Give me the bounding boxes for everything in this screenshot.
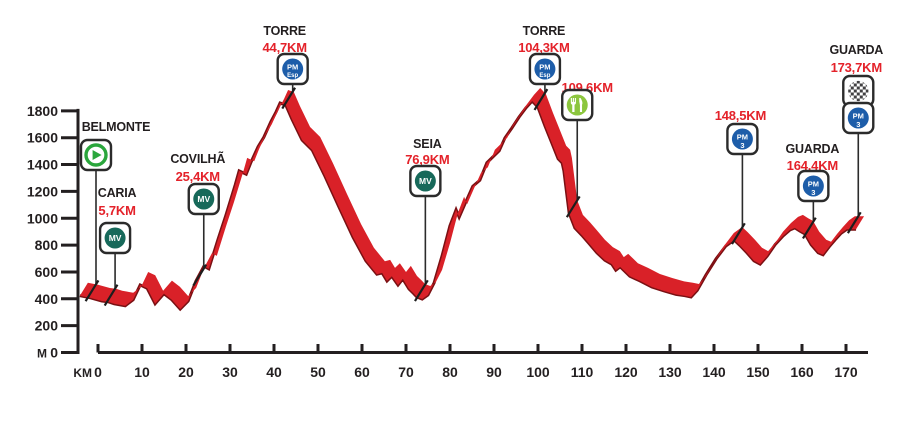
marker-km-label: 104,3KM xyxy=(518,40,569,55)
finish-icon xyxy=(842,74,875,108)
marker-road-tick xyxy=(192,264,208,287)
marker-name-label: TORRE xyxy=(263,24,306,38)
pm3-icon: PM3 xyxy=(842,101,875,135)
cat3-icon-text: 3 xyxy=(811,188,815,197)
marker-road-tick xyxy=(802,217,817,240)
marker-name-label: COVILHÃ xyxy=(170,151,225,166)
x-tick-label: 60 xyxy=(354,364,370,380)
marker-road-tick xyxy=(103,284,119,307)
mv-icon-text: MV xyxy=(419,176,432,186)
y-tick-label: 400 xyxy=(35,291,59,307)
marker-km-label: 25,4KM xyxy=(176,169,220,184)
marker-km-label: 44,7KM xyxy=(263,40,307,55)
feed-icon xyxy=(561,88,594,122)
x-tick-label: 20 xyxy=(178,364,194,380)
x-tick-label: 80 xyxy=(442,364,458,380)
marker-feed-zone: 109,6KM xyxy=(561,80,613,218)
y-tick-label: 200 xyxy=(35,318,59,334)
marker-name-label: CARIA xyxy=(98,186,137,200)
x-tick-label: 170 xyxy=(834,364,858,380)
y-tick-label: 1200 xyxy=(27,183,58,199)
x-tick-label: 110 xyxy=(571,364,594,380)
pm3-icon: PM3 xyxy=(797,169,830,203)
pm-icon-text: PM xyxy=(539,63,550,72)
x-tick-label: 120 xyxy=(614,364,638,380)
y-tick-label: 1800 xyxy=(27,103,58,119)
marker-km-label: 5,7KM xyxy=(98,203,135,218)
x-tick-label: 90 xyxy=(486,364,502,380)
marker-km-label: 173,7KM xyxy=(831,60,882,75)
marker-name-label: SEIA xyxy=(413,137,442,151)
marker-km-label: 164,4KM xyxy=(787,158,838,173)
marker-name-label: GUARDA xyxy=(829,43,883,57)
y-tick-label: 1000 xyxy=(27,210,58,226)
marker-road-tick xyxy=(565,195,581,218)
x-axis-unit-label: KM xyxy=(73,366,92,380)
marker-name-label: TORRE xyxy=(523,24,566,38)
esp-icon-text: Esp xyxy=(539,73,550,79)
x-tick-label: 160 xyxy=(790,364,814,380)
mv-icon: MV xyxy=(98,221,132,255)
marker-name-label: GUARDA xyxy=(786,142,840,156)
marker-name-label: BELMONTE xyxy=(82,120,151,134)
pm3-icon: PM3 xyxy=(726,122,759,156)
marker-km-label: 76,9KM xyxy=(405,152,449,167)
marker-road-tick xyxy=(84,279,100,302)
pm-icon-text: PM xyxy=(853,112,864,121)
marker-belmonte-start: BELMONTE xyxy=(79,120,151,302)
x-tick-label: 40 xyxy=(266,364,282,380)
cat3-icon-text: 3 xyxy=(740,141,744,150)
marker-road-tick xyxy=(731,222,746,245)
x-tick-label: 70 xyxy=(398,364,414,380)
esp-icon-text: Esp xyxy=(287,73,298,79)
x-tick-label: 0 xyxy=(94,364,102,380)
x-tick-label: 10 xyxy=(134,364,150,380)
y-tick-label: 1400 xyxy=(27,157,58,173)
y-tick-label: 1600 xyxy=(27,130,58,146)
ribbon-surface xyxy=(79,88,865,310)
marker-road-tick xyxy=(414,279,429,302)
marker-road-tick xyxy=(533,88,549,111)
x-tick-label: 30 xyxy=(222,364,238,380)
y-tick-label: 600 xyxy=(35,264,59,280)
pm-icon-text: PM xyxy=(287,63,298,72)
cat3-icon-text: 3 xyxy=(856,120,860,129)
x-tick-label: 100 xyxy=(526,364,550,380)
pm-icon-text: PM xyxy=(737,133,748,142)
x-tick-label: 50 xyxy=(310,364,326,380)
x-tick-label: 150 xyxy=(746,364,770,380)
marker-km-label: 148,5KM xyxy=(715,108,766,123)
y-axis-unit-label: M xyxy=(37,347,47,361)
fork-knife-glyph xyxy=(570,98,583,112)
checkered-flag-glyph xyxy=(848,80,869,102)
mv-icon-text: MV xyxy=(197,194,210,204)
marker-guarda-finish: GUARDA 173,7KM PM3 xyxy=(829,43,883,234)
mv-icon: MV xyxy=(187,182,220,216)
y-tick-label: 800 xyxy=(35,237,59,253)
x-tick-label: 140 xyxy=(702,364,726,380)
start-icon xyxy=(79,138,113,172)
y-tick-label: 0 xyxy=(50,345,58,361)
marker-caria: CARIA 5,7KM MV xyxy=(98,186,137,307)
elevation-ribbon xyxy=(79,88,865,312)
mv-icon-text: MV xyxy=(109,233,122,243)
pm-icon-text: PM xyxy=(808,180,819,189)
x-tick-label: 130 xyxy=(658,364,682,380)
marker-road-tick xyxy=(281,87,297,110)
marker-road-tick xyxy=(846,211,862,234)
mv-icon: MV xyxy=(409,164,442,198)
marker-covilha: COVILHÃ 25,4KM MV xyxy=(170,151,226,287)
